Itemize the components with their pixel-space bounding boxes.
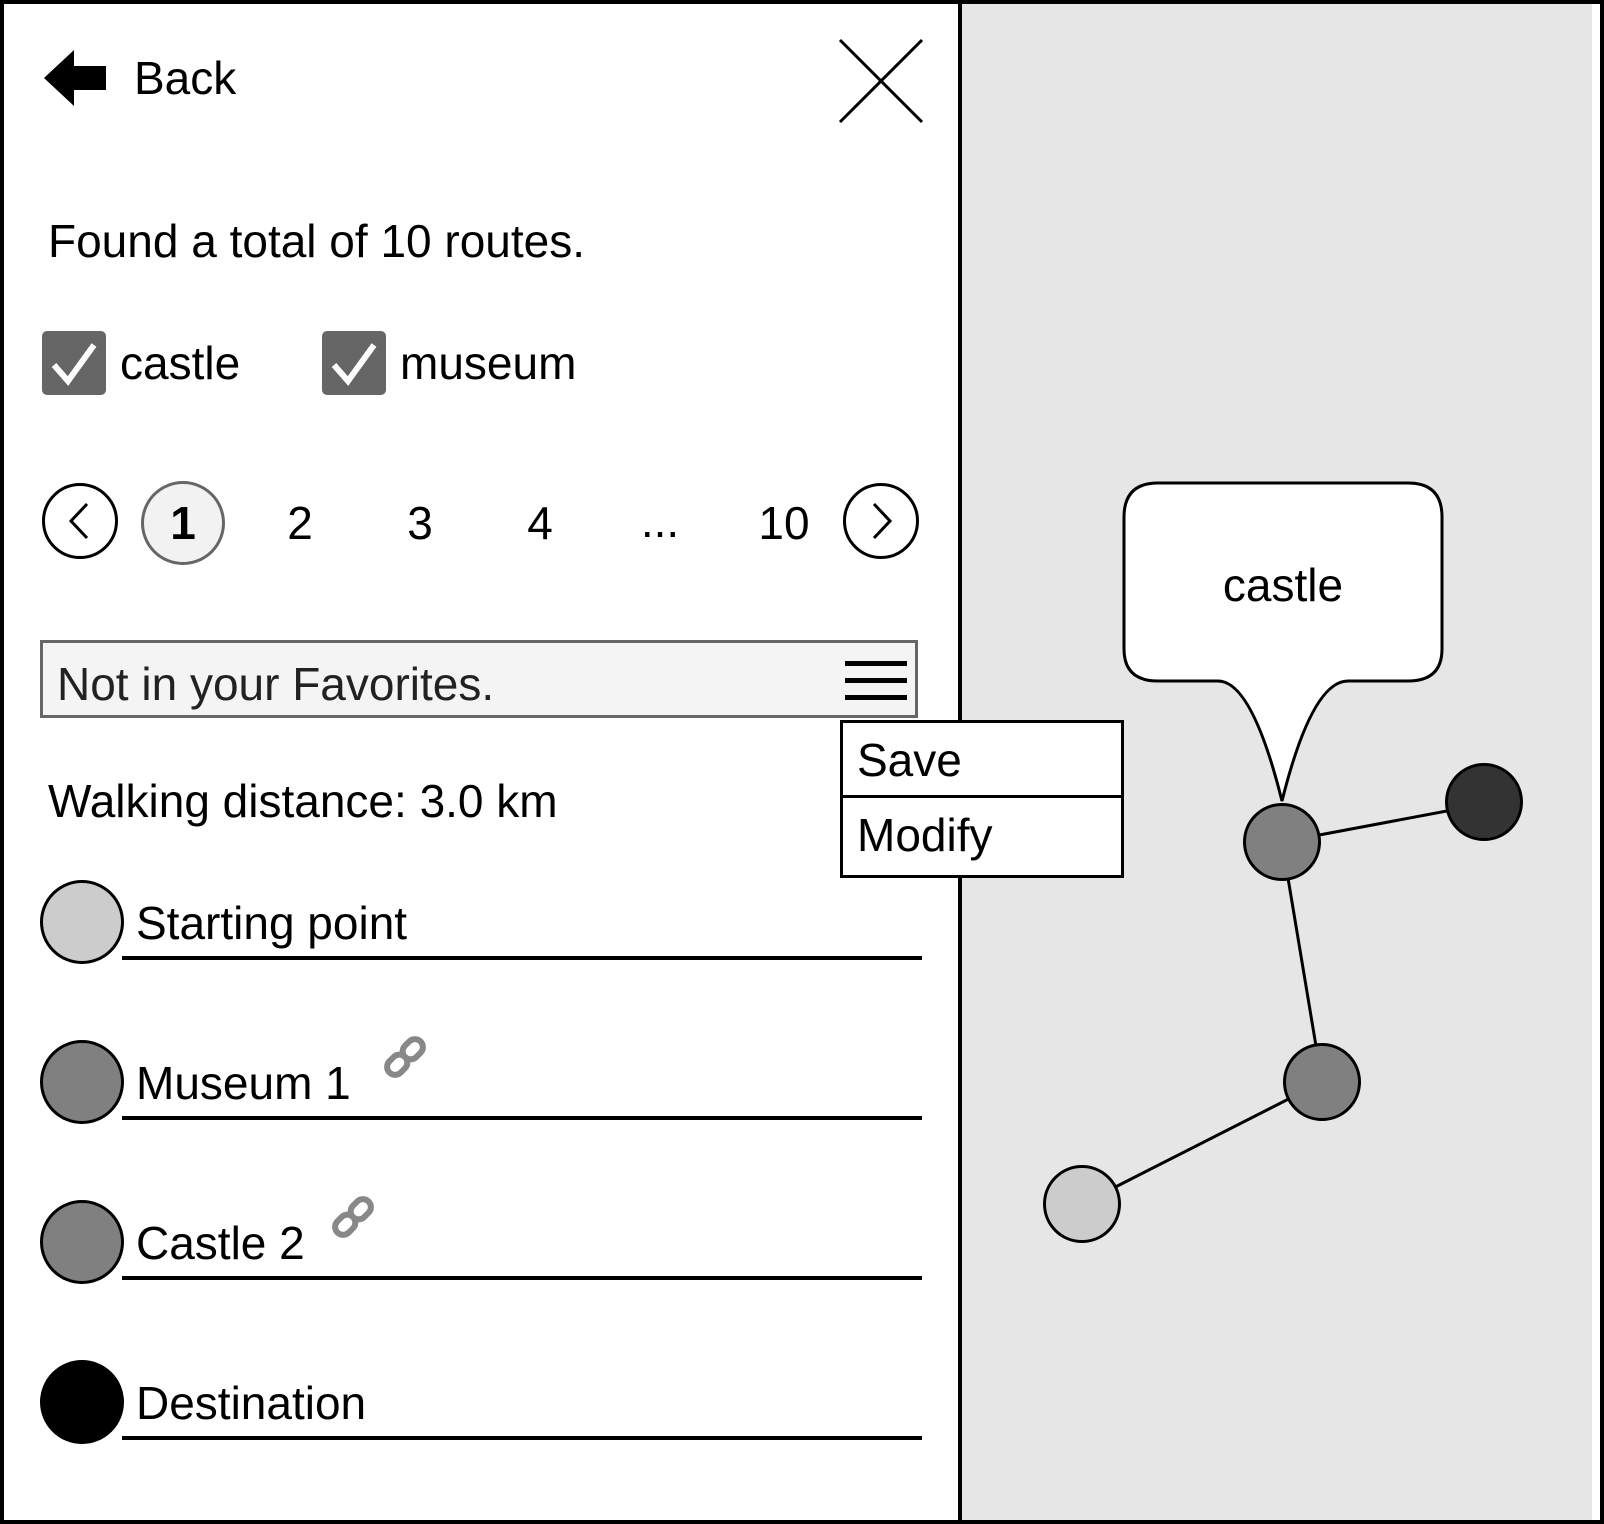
- filter-label: castle: [120, 337, 241, 389]
- filter-label: museum: [400, 337, 577, 389]
- checkbox-checked[interactable]: [322, 331, 386, 395]
- stop-name: Museum 1: [136, 1057, 351, 1109]
- page-number[interactable]: 2: [287, 497, 313, 549]
- filter-castle-checkbox[interactable]: castle: [42, 331, 240, 395]
- start-marker: [40, 880, 124, 964]
- waypoint-marker: [40, 1200, 124, 1284]
- link-icon[interactable]: [380, 1032, 430, 1082]
- stop-name: Castle 2: [136, 1217, 305, 1269]
- map-node-start[interactable]: [1043, 1165, 1121, 1243]
- stop-underline: [122, 1436, 922, 1440]
- chevron-right-icon: [872, 502, 893, 540]
- chevron-left-icon: [68, 502, 89, 540]
- next-page-button[interactable]: [843, 483, 919, 559]
- page-ellipsis: ...: [640, 495, 680, 547]
- route-stop[interactable]: Starting point: [40, 880, 922, 970]
- favorites-status: Not in your Favorites.: [57, 658, 495, 710]
- back-label: Back: [134, 52, 237, 104]
- map-callout: [1122, 481, 1444, 802]
- close-icon[interactable]: [838, 38, 924, 124]
- walking-distance: Walking distance: 3.0 km: [48, 775, 558, 827]
- route-panel: [4, 4, 960, 1520]
- page-number[interactable]: 10: [758, 497, 810, 549]
- checkmark-icon: [331, 343, 377, 386]
- filter-museum-checkbox[interactable]: museum: [322, 331, 576, 395]
- page-current[interactable]: 1: [141, 481, 225, 565]
- stop-name: Destination: [136, 1377, 367, 1429]
- back-arrow-icon: [44, 50, 106, 106]
- route-stop[interactable]: Castle 2: [40, 1196, 922, 1290]
- stop-underline: [122, 1276, 922, 1280]
- link-icon[interactable]: [328, 1192, 378, 1242]
- stop-underline: [122, 1116, 922, 1120]
- route-stop[interactable]: Museum 1: [40, 1036, 922, 1130]
- favorites-bar: Not in your Favorites.: [40, 640, 918, 718]
- map-node-destination[interactable]: [1445, 763, 1523, 841]
- menu-item-modify[interactable]: Modify: [840, 798, 1124, 878]
- page-number[interactable]: 3: [407, 497, 433, 549]
- stop-underline: [122, 956, 922, 960]
- map-node-castle[interactable]: [1243, 803, 1321, 881]
- checkmark-icon: [51, 343, 97, 386]
- hamburger-menu-icon[interactable]: [845, 659, 907, 703]
- previous-page-button[interactable]: [42, 483, 118, 559]
- callout-label: castle: [1222, 559, 1344, 611]
- waypoint-marker: [40, 1040, 124, 1124]
- page-number[interactable]: 4: [527, 497, 553, 549]
- map-node-museum[interactable]: [1283, 1043, 1361, 1121]
- route-stop[interactable]: Destination: [40, 1360, 922, 1450]
- route-count-text: Found a total of 10 routes.: [48, 215, 586, 267]
- menu-item-save[interactable]: Save: [840, 720, 1124, 798]
- destination-marker: [40, 1360, 124, 1444]
- back-button[interactable]: Back: [44, 48, 236, 108]
- checkbox-checked[interactable]: [42, 331, 106, 395]
- favorites-menu: Save Modify: [840, 720, 1124, 878]
- stop-name: Starting point: [136, 897, 408, 949]
